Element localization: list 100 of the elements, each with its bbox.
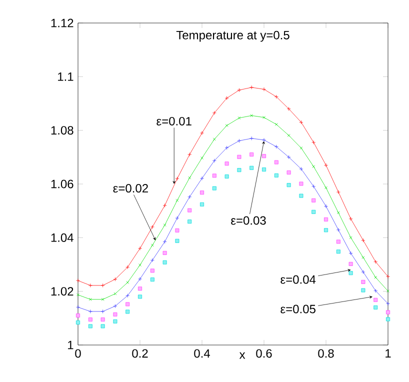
point	[100, 283, 105, 288]
point	[100, 318, 105, 322]
point	[138, 246, 142, 250]
point	[188, 194, 192, 199]
point	[138, 294, 142, 299]
point	[76, 320, 80, 324]
point	[324, 163, 328, 168]
point	[113, 277, 118, 282]
y-tick-label: 1.1	[58, 72, 74, 81]
x-tick-label: 0	[75, 349, 81, 358]
point	[150, 224, 154, 229]
point	[299, 182, 304, 186]
x-tick-label: 0.6	[256, 349, 272, 358]
point	[286, 170, 291, 174]
y-tick-label: 1.08	[51, 126, 74, 135]
x-axis-title: x	[239, 352, 246, 359]
point	[274, 122, 278, 126]
point	[287, 134, 290, 137]
point	[274, 160, 278, 164]
point	[212, 186, 216, 190]
point	[312, 198, 316, 202]
point	[126, 281, 130, 284]
y-tick-label: 1	[68, 340, 74, 350]
point	[113, 312, 118, 316]
point	[362, 256, 365, 259]
point	[101, 298, 104, 301]
point	[175, 216, 180, 220]
point	[374, 305, 378, 310]
point	[212, 110, 216, 115]
annotation: ε=0.04	[280, 275, 316, 284]
point	[224, 96, 229, 100]
point	[138, 264, 142, 267]
point	[238, 116, 241, 120]
point	[212, 174, 216, 178]
point	[162, 260, 167, 264]
point	[150, 278, 154, 282]
point	[76, 313, 80, 318]
y-tick-label: 1.04	[51, 233, 74, 242]
point	[274, 144, 278, 149]
point	[126, 310, 130, 314]
point	[113, 319, 118, 324]
x-tick-label: 0.8	[318, 349, 334, 358]
point	[348, 271, 353, 276]
point	[138, 276, 142, 281]
point	[188, 176, 192, 180]
point	[113, 304, 118, 308]
point	[88, 283, 92, 288]
point	[312, 165, 316, 168]
annotation: ε=0.05	[280, 304, 316, 314]
point	[349, 236, 352, 240]
point	[176, 198, 179, 202]
text: Temperature at y=0.5	[176, 30, 290, 42]
point	[150, 258, 154, 262]
point	[224, 162, 229, 166]
point	[237, 138, 242, 143]
point	[324, 204, 328, 208]
point	[200, 190, 204, 195]
point	[386, 310, 390, 314]
point	[300, 146, 303, 150]
point	[312, 184, 316, 188]
point	[299, 120, 304, 124]
point	[274, 94, 278, 99]
x-tick-label: 0.4	[194, 349, 210, 358]
point	[200, 156, 204, 160]
point	[175, 228, 180, 232]
point	[262, 138, 266, 142]
point	[324, 186, 328, 190]
point	[162, 203, 167, 208]
point	[250, 152, 254, 156]
point	[361, 280, 366, 284]
point	[348, 262, 353, 266]
point	[324, 228, 328, 232]
point	[138, 286, 142, 291]
point	[175, 176, 180, 181]
point	[262, 116, 266, 119]
point	[274, 173, 278, 178]
point	[286, 183, 291, 188]
point	[374, 298, 378, 302]
point	[336, 250, 340, 254]
point	[299, 166, 304, 171]
point	[150, 268, 154, 273]
point	[200, 131, 204, 136]
point	[336, 240, 340, 244]
point	[262, 168, 266, 172]
point	[162, 250, 167, 255]
point	[374, 288, 378, 293]
point	[374, 260, 378, 264]
point	[200, 176, 204, 180]
point	[237, 88, 242, 92]
y-tick-label: 1.02	[51, 287, 74, 296]
point	[386, 317, 390, 322]
point	[88, 298, 92, 301]
point	[374, 276, 378, 279]
point	[188, 152, 192, 156]
point	[224, 174, 229, 178]
point	[237, 154, 242, 159]
point	[286, 106, 291, 111]
point	[262, 154, 266, 158]
point	[262, 87, 266, 92]
point	[312, 210, 316, 214]
